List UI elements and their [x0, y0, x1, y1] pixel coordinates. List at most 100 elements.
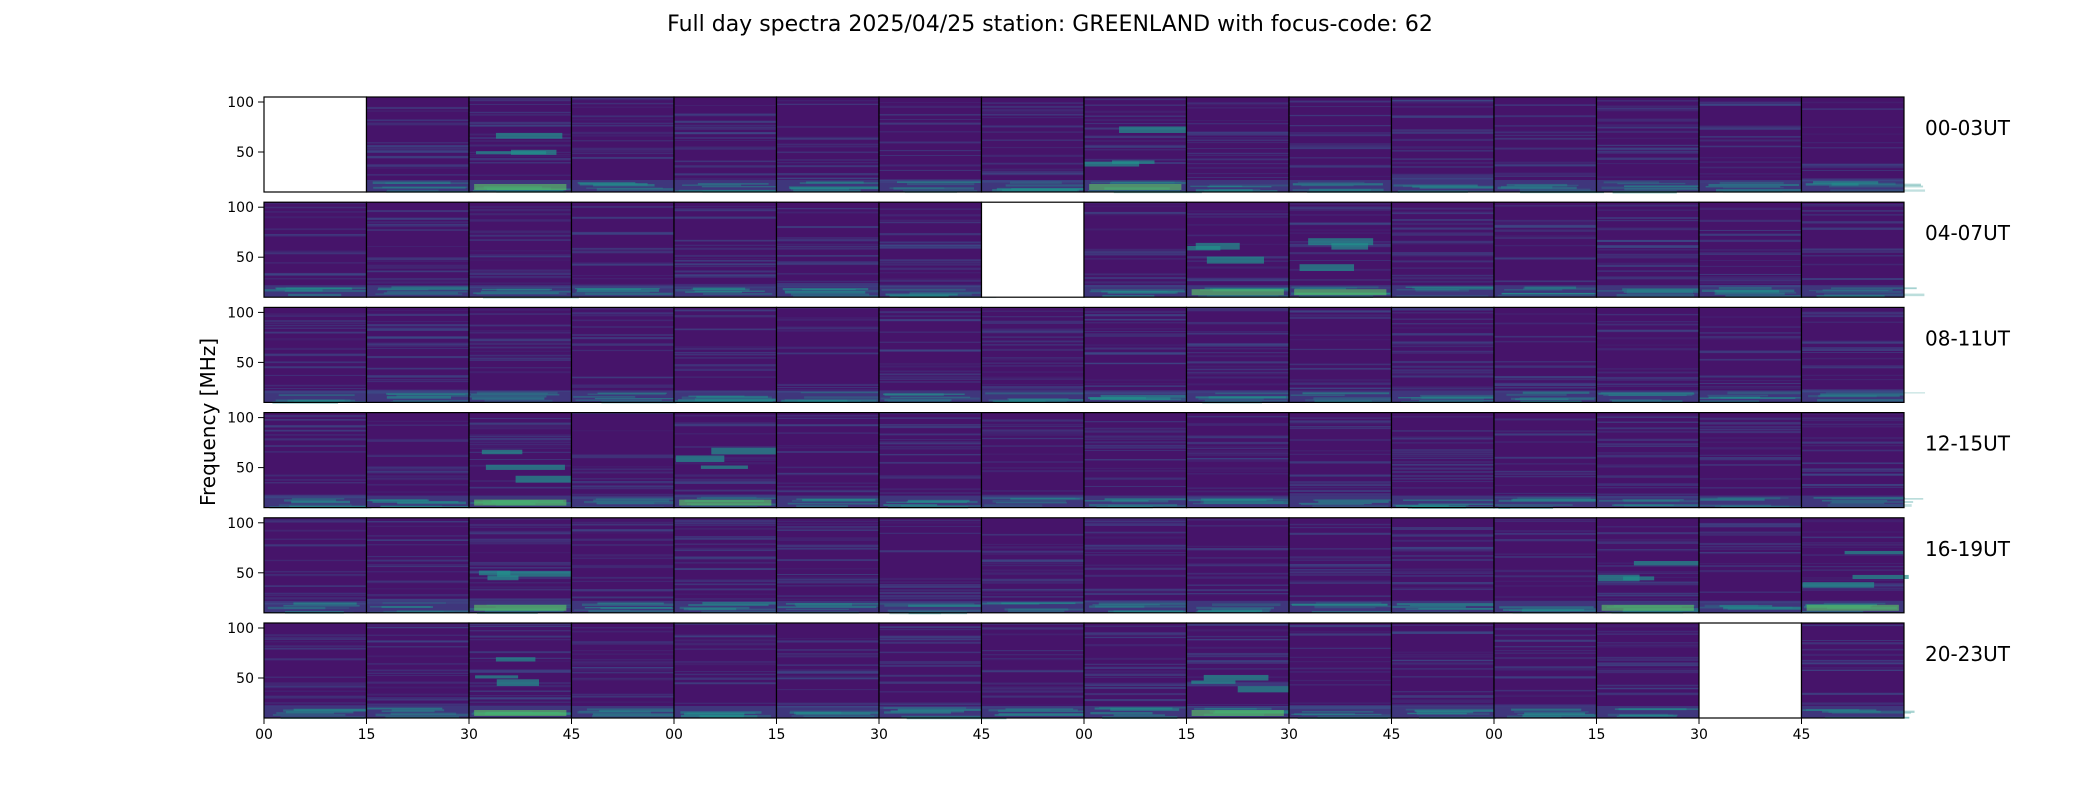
spectral-line	[469, 255, 572, 258]
spectrum-panel	[1595, 622, 1718, 719]
spectral-line	[469, 273, 572, 276]
spectral-line	[571, 283, 674, 286]
spectral-line	[264, 211, 367, 213]
low-freq-line	[586, 187, 663, 189]
spectral-line	[1801, 666, 1904, 669]
spectral-line	[674, 274, 777, 277]
low-freq-line	[584, 500, 684, 504]
spectral-line	[1391, 312, 1494, 314]
low-freq-line	[1309, 188, 1384, 192]
spectrum-panel	[468, 96, 589, 193]
spectral-line	[981, 543, 1084, 546]
spectral-line	[1699, 103, 1802, 106]
low-freq-line	[476, 293, 567, 295]
spectral-line	[1596, 658, 1699, 661]
spectral-line	[674, 160, 777, 163]
y-tick-label: 50	[236, 250, 254, 266]
spectral-line	[1289, 426, 1392, 429]
spectral-line	[981, 560, 1084, 562]
low-freq-line	[496, 288, 550, 291]
spectral-line	[1699, 375, 1802, 378]
spectral-line	[1596, 455, 1699, 458]
spectral-line	[1391, 547, 1494, 550]
spectral-line	[571, 529, 674, 532]
spectral-line	[981, 340, 1084, 342]
spectral-line	[1084, 686, 1187, 688]
spectral-line	[1494, 652, 1597, 654]
panel-background	[776, 517, 879, 613]
spectral-line	[1596, 120, 1699, 122]
spectral-line	[469, 635, 572, 638]
spectral-line	[981, 320, 1084, 322]
x-tick-label: 45	[1383, 727, 1401, 743]
spectral-line	[981, 340, 1084, 343]
spectral-line	[571, 156, 674, 159]
low-freq-line	[680, 711, 762, 714]
spectral-line	[571, 466, 674, 468]
low-freq-line	[1722, 187, 1784, 189]
spectral-line	[879, 475, 982, 478]
panel-background	[1084, 517, 1187, 613]
spectral-line	[674, 274, 777, 277]
spectral-line	[1494, 220, 1597, 222]
spectral-line	[264, 585, 367, 588]
panel-background	[571, 307, 674, 403]
spectral-line	[1391, 534, 1494, 537]
low-freq-line	[906, 183, 975, 186]
spectral-line	[1494, 657, 1597, 660]
y-tick-label: 50	[236, 566, 254, 582]
low-freq-line	[577, 711, 651, 714]
spectral-line	[469, 435, 572, 437]
spectral-line	[1494, 280, 1597, 283]
spectral-line	[571, 564, 674, 567]
spectral-line	[1391, 546, 1494, 549]
spectral-line	[1186, 659, 1289, 662]
spectral-line	[366, 475, 469, 477]
spectral-line	[469, 123, 572, 126]
spectral-line	[469, 695, 572, 697]
panel-background	[879, 412, 982, 508]
spectral-line	[571, 576, 674, 579]
x-tick-label: 45	[1793, 727, 1811, 743]
spectral-line	[469, 254, 572, 256]
low-freq-line	[1005, 708, 1074, 710]
panel-background	[1596, 97, 1699, 192]
emission-patch	[1331, 243, 1369, 250]
spectral-line	[1699, 103, 1802, 105]
spectral-line	[264, 638, 367, 640]
spectral-line	[1289, 474, 1392, 477]
spectral-line	[264, 206, 367, 209]
spectral-line	[366, 424, 469, 426]
low-freq-line	[577, 182, 636, 184]
spectral-line	[571, 314, 674, 317]
spectral-line	[1494, 585, 1597, 587]
spectral-line	[1699, 126, 1802, 129]
strong-emission	[679, 499, 772, 506]
spectral-line	[366, 670, 469, 672]
spectral-line	[366, 309, 469, 311]
spectrum-panel	[365, 306, 487, 403]
low-freq-line	[1831, 712, 1912, 714]
spectral-line	[674, 309, 777, 312]
low-freq-band	[1801, 285, 1904, 298]
spectral-line	[571, 334, 674, 337]
panel-background	[264, 517, 367, 613]
low-freq-line	[288, 293, 342, 297]
spectral-line	[1084, 331, 1187, 332]
spectral-line	[1391, 527, 1494, 530]
spectral-line	[1084, 458, 1187, 461]
low-freq-line	[1522, 714, 1599, 718]
spectral-line	[1494, 418, 1597, 421]
spectral-line	[776, 595, 879, 597]
spectral-line	[1801, 702, 1904, 704]
spectral-line	[776, 346, 879, 349]
x-tick-label: 30	[460, 727, 478, 743]
spectral-line	[469, 367, 572, 369]
low-freq-line	[879, 602, 975, 605]
low-freq-line	[1514, 711, 1589, 713]
low-freq-line	[1808, 395, 1877, 398]
low-freq-line	[1207, 186, 1272, 188]
spectral-line	[264, 451, 367, 453]
spectral-line	[1186, 589, 1289, 592]
